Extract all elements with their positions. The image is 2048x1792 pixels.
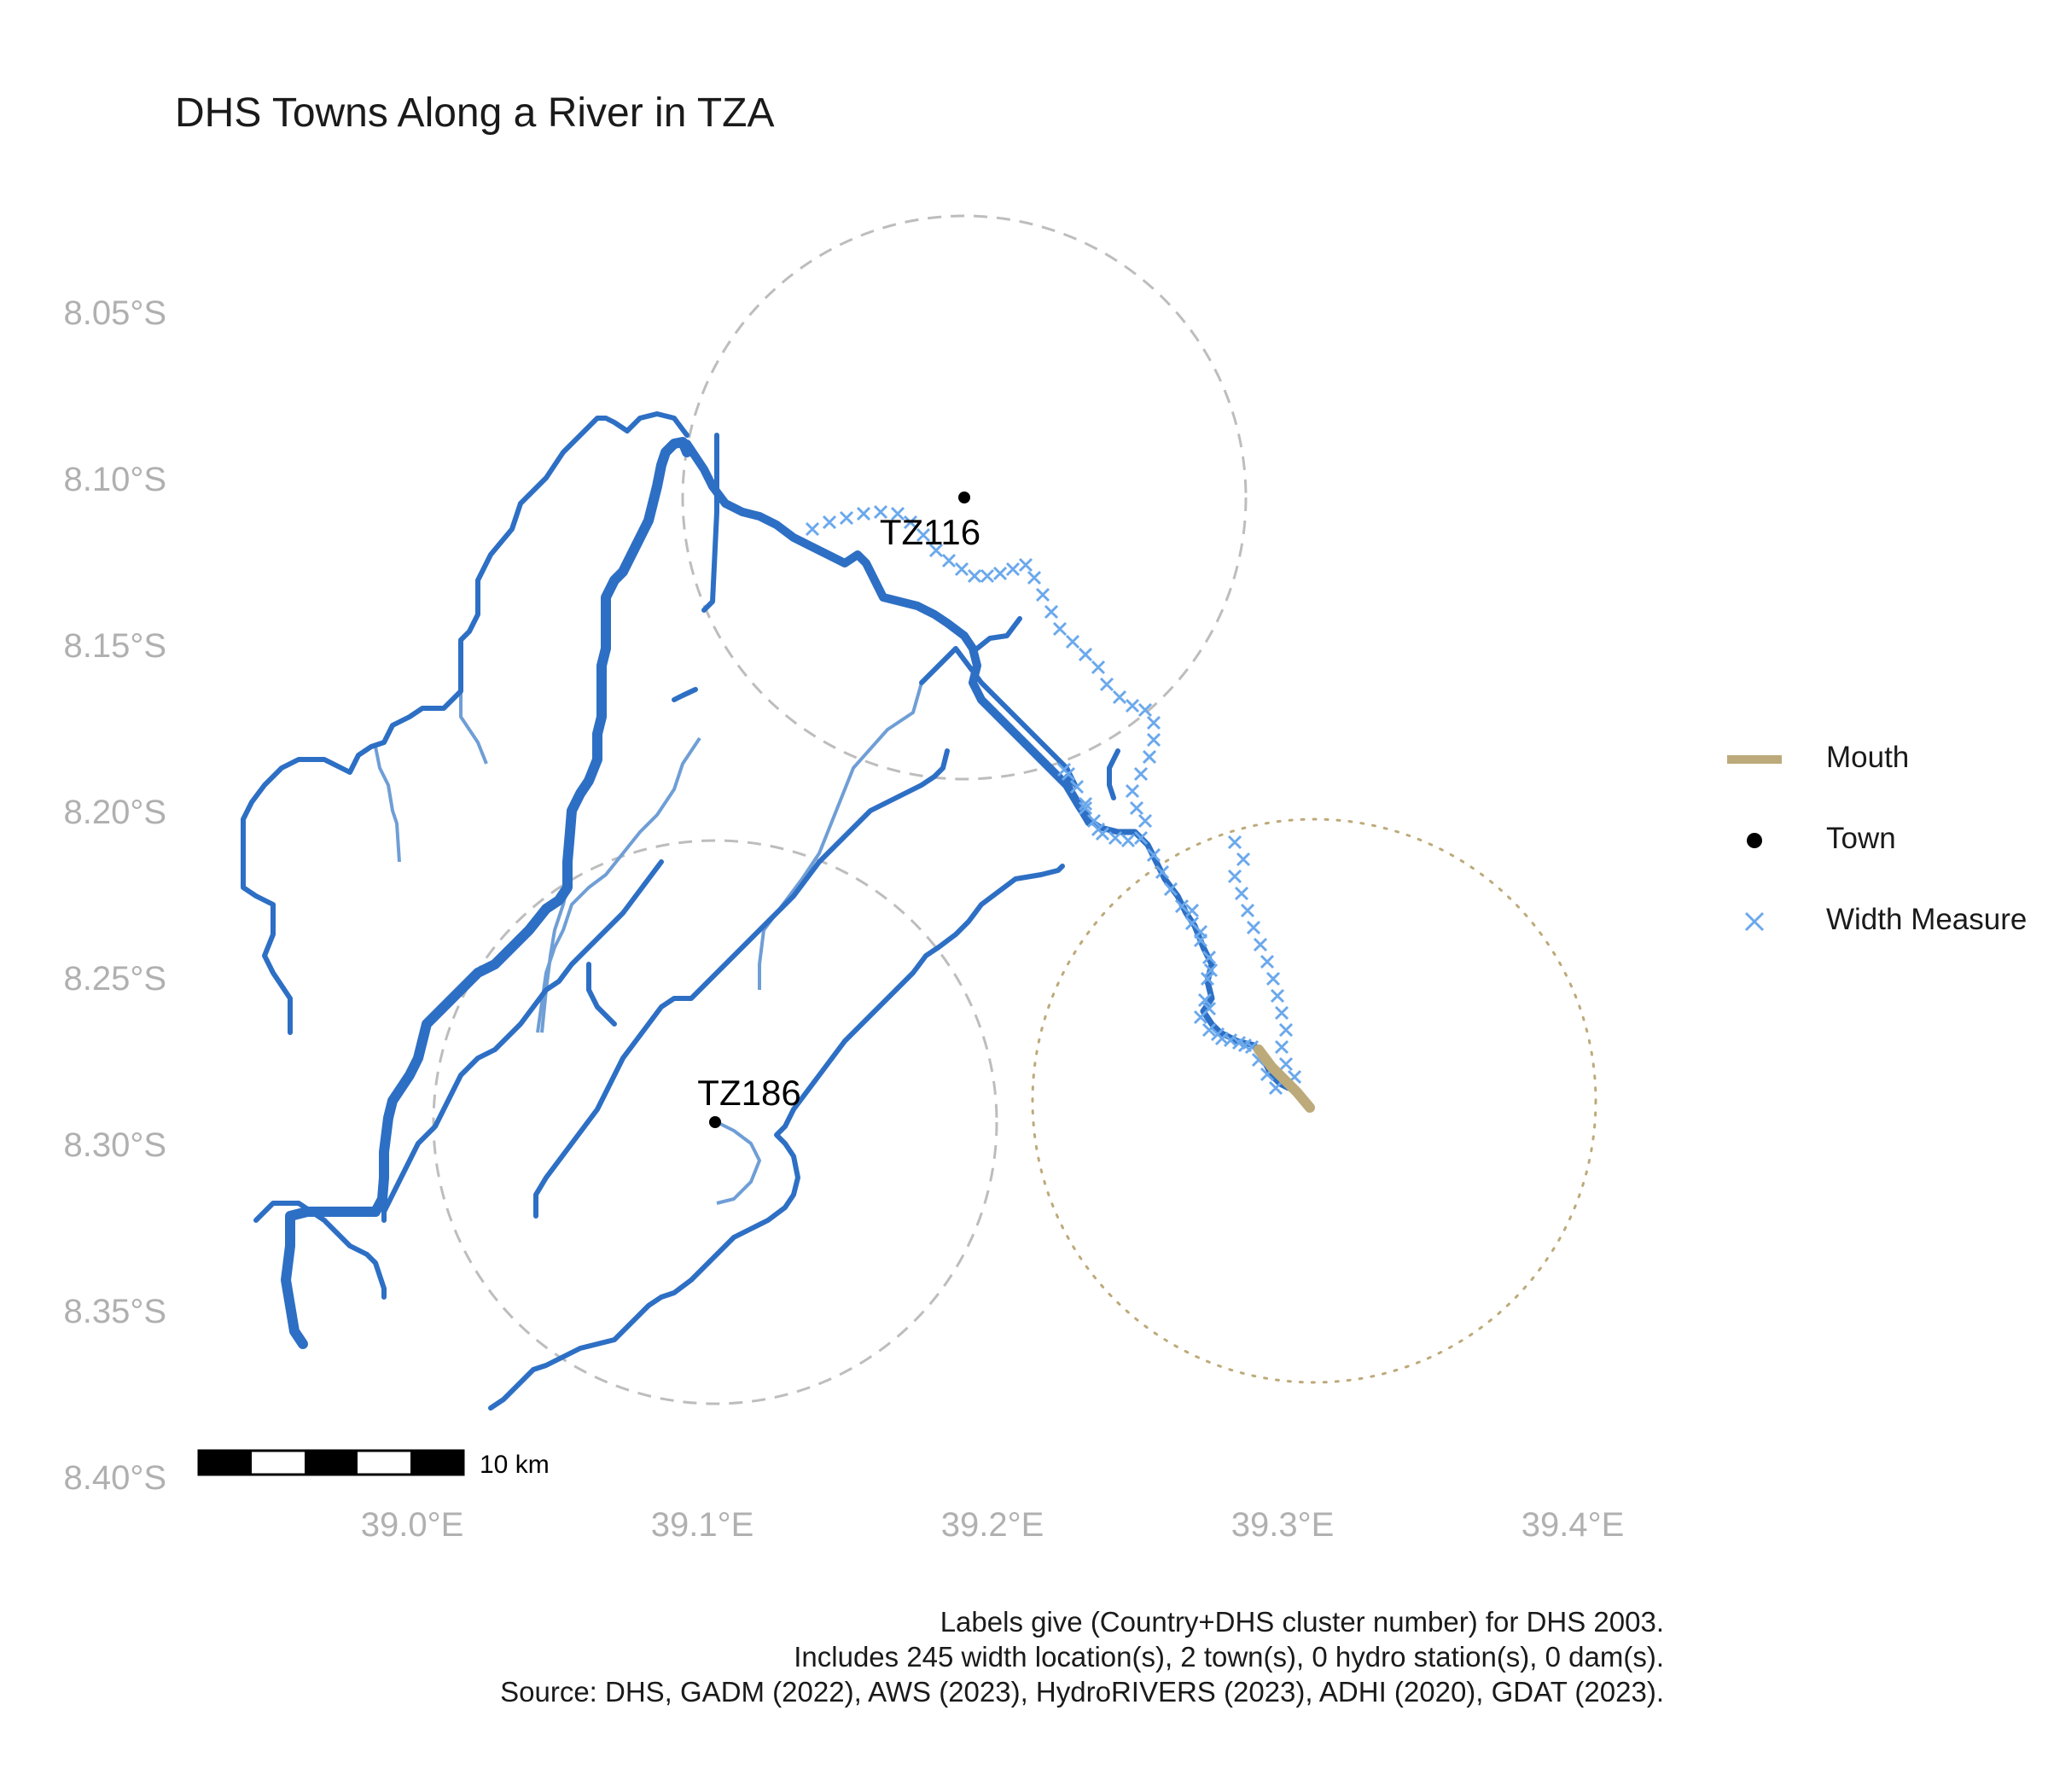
scale-bar-label: 10 km xyxy=(480,1451,550,1479)
x-tick-label: 39.4°E xyxy=(1521,1506,1625,1544)
legend-label: Width Measure xyxy=(1826,903,2028,936)
mouth-buffer xyxy=(1031,817,1597,1384)
towns: TZ116 TZ186 xyxy=(697,492,980,1128)
scale-bar: 10 km xyxy=(197,1449,550,1479)
x-axis: 39.0°E 39.1°E 39.2°E 39.3°E 39.4°E xyxy=(361,1506,1625,1544)
river-segment xyxy=(672,687,698,702)
river-segment xyxy=(533,748,950,1219)
town-buffer-tz186 xyxy=(432,839,998,1405)
river-segment xyxy=(281,437,692,1349)
y-tick-label: 8.30°S xyxy=(63,1126,166,1164)
town-point-tz116 xyxy=(958,492,970,503)
y-tick-label: 8.20°S xyxy=(63,794,166,831)
legend-label: Mouth xyxy=(1826,741,1910,774)
caption-line: Labels give (Country+DHS cluster number)… xyxy=(940,1606,1664,1638)
river-segment xyxy=(586,962,617,1027)
y-tick-label: 8.35°S xyxy=(63,1293,166,1330)
river-segment xyxy=(716,1120,761,1205)
caption-line: Source: DHS, GADM (2022), AWS (2023), Hy… xyxy=(500,1676,1664,1708)
river-segment xyxy=(241,411,689,1035)
minor-tributaries xyxy=(374,682,923,1205)
river-segment xyxy=(488,864,1065,1411)
town-label-tz116: TZ116 xyxy=(880,512,980,552)
river-segment xyxy=(919,646,1078,788)
y-tick-label: 8.15°S xyxy=(63,627,166,665)
dot-icon xyxy=(1747,833,1762,848)
town-label-tz186: TZ186 xyxy=(697,1073,800,1113)
y-tick-label: 8.25°S xyxy=(63,960,166,998)
y-tick-label: 8.05°S xyxy=(63,294,166,332)
river-segment xyxy=(758,682,923,990)
map-title: DHS Towns Along a River in TZA xyxy=(175,90,775,136)
y-tick-label: 8.10°S xyxy=(63,461,166,498)
river-network xyxy=(241,411,1120,1411)
x-tick-label: 39.0°E xyxy=(361,1506,464,1544)
river-segment xyxy=(253,1201,387,1300)
width-measures xyxy=(805,504,1302,1096)
town-point-tz186 xyxy=(709,1116,721,1128)
x-tick-label: 39.3°E xyxy=(1231,1506,1335,1544)
y-tick-label: 8.40°S xyxy=(63,1459,166,1497)
river-segment xyxy=(1107,748,1120,800)
y-axis: 8.05°S 8.10°S 8.15°S 8.20°S 8.25°S 8.30°… xyxy=(63,294,166,1497)
river-segment xyxy=(683,439,1092,823)
river-segment xyxy=(381,859,664,1223)
river-segment xyxy=(701,433,719,613)
river-segment xyxy=(536,736,701,1033)
line-swatch-icon xyxy=(1727,755,1782,764)
x-tick-label: 39.1°E xyxy=(651,1506,754,1544)
town-buffer-tz116 xyxy=(681,214,1248,781)
river-segment xyxy=(459,683,488,765)
river-mouth xyxy=(1254,1044,1315,1113)
caption-line: Includes 245 width location(s), 2 town(s… xyxy=(794,1641,1664,1673)
width-measure-cross xyxy=(805,504,1302,1096)
cross-icon xyxy=(1744,911,1765,932)
caption: Labels give (Country+DHS cluster number)… xyxy=(213,1604,1664,1709)
legend-label: Town xyxy=(1826,822,1896,855)
river-segment xyxy=(975,616,1022,651)
river-segment xyxy=(374,746,401,863)
x-tick-label: 39.2°E xyxy=(941,1506,1044,1544)
